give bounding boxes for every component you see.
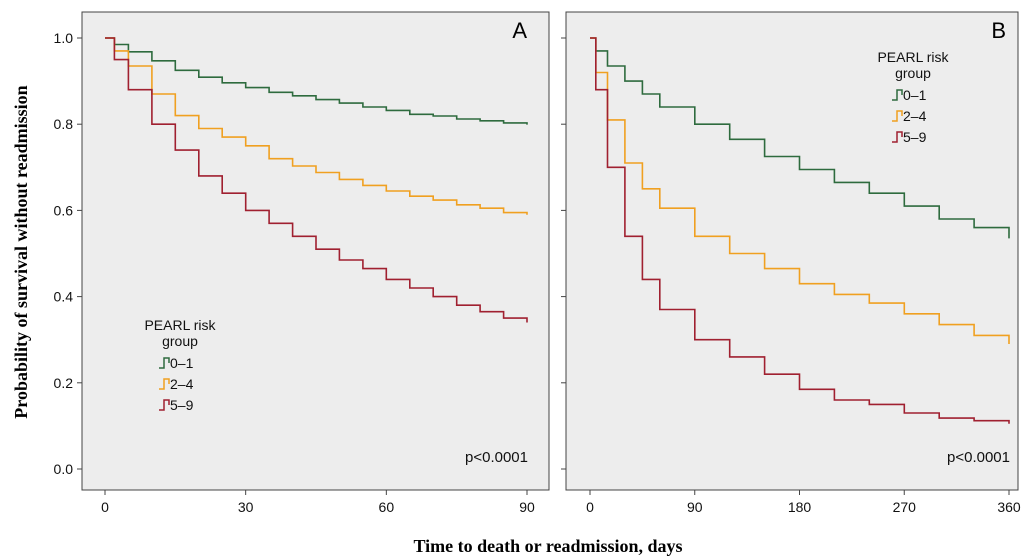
x-tick-label: 90: [687, 499, 703, 515]
legend-entry: 2–4: [170, 376, 194, 392]
y-tick-label: 1.0: [54, 30, 74, 46]
y-tick-label: 0.0: [54, 461, 74, 477]
y-tick-label: 0.8: [54, 116, 74, 132]
legend-swatch: [892, 131, 903, 143]
x-tick-label: 0: [586, 499, 594, 515]
legend-entry: 5–9: [170, 397, 194, 413]
x-tick-label: 30: [238, 499, 254, 515]
x-tick-label: 180: [788, 499, 812, 515]
legend-swatch: [159, 357, 170, 369]
legend-title: PEARL risk: [144, 317, 216, 333]
series-line-5-9: [105, 37, 528, 323]
series-line-2-4: [105, 37, 528, 215]
legend-entry: 5–9: [903, 129, 927, 145]
x-tick-label: 90: [519, 499, 535, 515]
y-tick-label: 0.6: [54, 202, 74, 218]
p-value: p<0.0001: [947, 449, 1010, 466]
panel-a: 0.0 0.2 0.4 0.6 0.8 1.0 0 30 60 90 Ap<0.0001 PEARL …: [54, 11, 550, 515]
legend-title: PEARL risk: [877, 49, 949, 65]
p-value: p<0.0001: [465, 449, 528, 466]
legend-swatch: [159, 399, 170, 411]
x-tick-label: 60: [379, 499, 395, 515]
plot-area: [565, 11, 1019, 491]
y-axis-label: Probability of survival without readmiss…: [11, 85, 31, 418]
panel-label: A: [512, 18, 527, 43]
legend-title: group: [895, 65, 931, 81]
x-axis-label: Time to death or readmission, days: [413, 536, 682, 556]
series-line-0-1: [590, 37, 1010, 239]
panel-label: B: [991, 18, 1006, 43]
legend-entry: 0–1: [903, 87, 927, 103]
series-line-0-1: [105, 37, 528, 125]
legend-swatch: [159, 378, 170, 390]
legend-swatch: [892, 110, 903, 122]
legend-title: group: [162, 333, 198, 349]
y-tick-label: 0.4: [54, 289, 74, 305]
x-tick-label: 360: [997, 499, 1021, 515]
legend-entry: 0–1: [170, 355, 194, 371]
x-tick-label: 0: [101, 499, 109, 515]
y-tick-label: 0.2: [54, 375, 74, 391]
legend-entry: 2–4: [903, 108, 927, 124]
legend-swatch: [892, 89, 903, 101]
series-line-2-4: [590, 37, 1010, 344]
x-tick-label: 270: [893, 499, 917, 515]
series-line-5-9: [590, 37, 1010, 424]
